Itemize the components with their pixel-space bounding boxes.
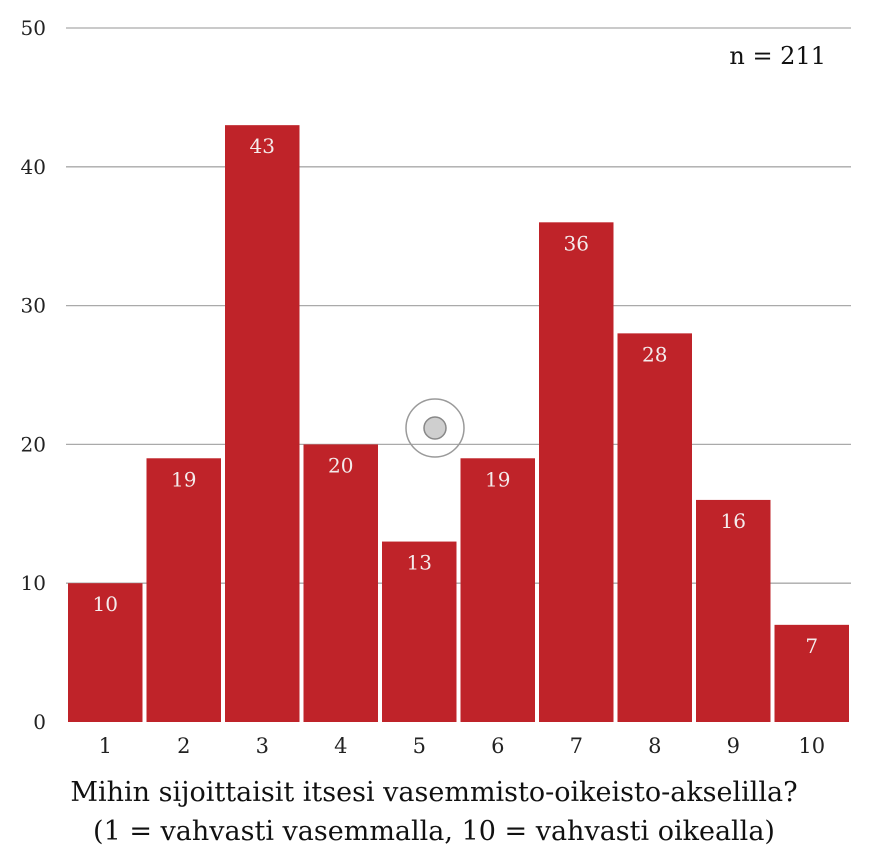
y-tick-label: 40: [21, 155, 46, 179]
bar: [303, 444, 378, 722]
bar: [460, 458, 535, 722]
x-tick-label: 1: [99, 734, 112, 758]
bars: [68, 125, 849, 722]
bar: [696, 499, 771, 722]
cursor-indicator: [405, 398, 465, 458]
y-tick-label: 20: [21, 432, 46, 456]
bar-value-label: 43: [250, 134, 275, 158]
bar-value-label: 20: [328, 453, 353, 477]
x-tick-label: 7: [570, 734, 583, 758]
bar-value-label: 13: [407, 551, 432, 575]
y-tick-label: 30: [21, 294, 46, 318]
bar: [382, 541, 457, 722]
bar: [146, 458, 221, 722]
data-labels: 10 19 43 20 13 19 36 28 16 7: [93, 134, 819, 658]
y-tick-label: 50: [21, 16, 46, 40]
x-tick-label: 5: [413, 734, 426, 758]
bar-value-label: 10: [93, 592, 118, 616]
bar-value-label: 16: [721, 509, 746, 533]
x-tick-label: 6: [491, 734, 504, 758]
bar-value-label: 7: [805, 634, 818, 658]
bar: [617, 333, 692, 722]
bar-value-label: 36: [564, 231, 589, 255]
x-tick-label: 3: [256, 734, 269, 758]
cursor-ring: [405, 398, 465, 458]
cursor-dot: [423, 416, 447, 440]
y-tick-label: 0: [33, 710, 46, 734]
bar-value-label: 19: [171, 467, 196, 491]
x-axis-title-line-2: (1 = vahvasti vasemmalla, 10 = vahvasti …: [93, 816, 775, 847]
y-tick-label: 10: [21, 571, 46, 595]
y-axis-ticks: 0 10 20 30 40 50: [21, 16, 46, 734]
x-tick-label: 10: [798, 734, 825, 758]
x-axis-title-line-1: Mihin sijoittaisit itsesi vasemmisto-oik…: [70, 777, 797, 808]
x-tick-label: 2: [177, 734, 190, 758]
bar-value-label: 19: [485, 467, 510, 491]
bar: [539, 222, 614, 722]
bar-value-label: 28: [642, 342, 667, 366]
x-axis-ticks: 1 2 3 4 5 6 7 8 9 10: [99, 734, 826, 758]
bar: [774, 624, 849, 722]
bar: [225, 125, 300, 722]
sample-size-annotation: n = 211: [729, 42, 826, 70]
x-tick-label: 4: [334, 734, 347, 758]
x-tick-label: 8: [648, 734, 661, 758]
bar: [68, 583, 143, 722]
x-tick-label: 9: [727, 734, 740, 758]
